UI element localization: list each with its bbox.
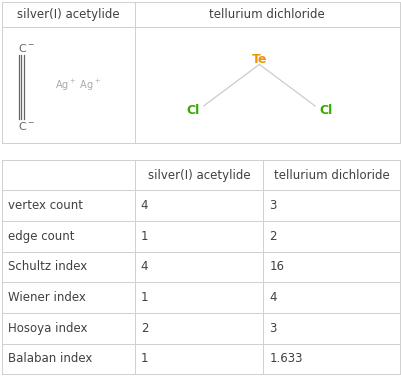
Text: Te: Te: [251, 53, 266, 66]
Text: 4: 4: [140, 261, 148, 273]
Text: 3: 3: [269, 199, 276, 212]
Text: tellurium dichloride: tellurium dichloride: [273, 168, 389, 182]
Text: 1.633: 1.633: [269, 352, 302, 365]
Text: 2: 2: [140, 322, 148, 335]
Text: edge count: edge count: [8, 230, 74, 243]
Text: 4: 4: [140, 199, 148, 212]
Text: Balaban index: Balaban index: [8, 352, 92, 365]
Text: 1: 1: [140, 230, 148, 243]
Text: 2: 2: [269, 230, 276, 243]
Text: 4: 4: [269, 291, 276, 304]
Text: Ag$^+$ Ag$^+$: Ag$^+$ Ag$^+$: [55, 77, 101, 93]
Text: C$^-$: C$^-$: [18, 42, 35, 54]
Text: vertex count: vertex count: [8, 199, 83, 212]
Text: 16: 16: [269, 261, 284, 273]
Text: 3: 3: [269, 322, 276, 335]
Text: silver(I) acetylide: silver(I) acetylide: [147, 168, 250, 182]
Text: Hosoya index: Hosoya index: [8, 322, 87, 335]
Text: 1: 1: [140, 291, 148, 304]
Text: Cl: Cl: [318, 104, 332, 117]
Text: tellurium dichloride: tellurium dichloride: [209, 8, 324, 21]
Text: Cl: Cl: [186, 104, 199, 117]
Text: silver(I) acetylide: silver(I) acetylide: [17, 8, 119, 21]
Text: Wiener index: Wiener index: [8, 291, 86, 304]
Text: C$^-$: C$^-$: [18, 120, 35, 132]
Text: Schultz index: Schultz index: [8, 261, 87, 273]
Text: 1: 1: [140, 352, 148, 365]
